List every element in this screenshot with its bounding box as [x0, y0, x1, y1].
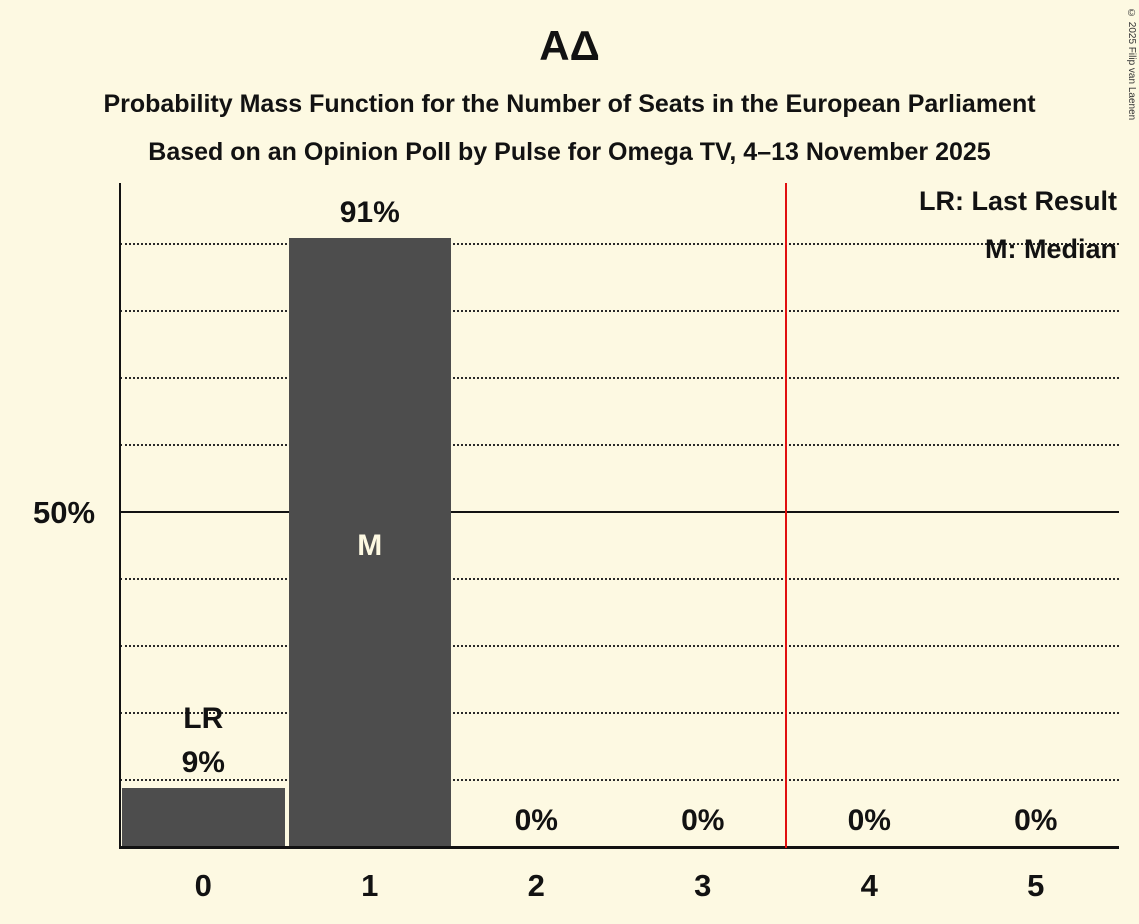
gridline-50-percent — [120, 511, 1119, 513]
plot-area: LR: Last Result M: Median 9% 91% 0% 0% 0% 0% L… — [120, 183, 1119, 848]
gridline-60-percent — [120, 444, 1119, 446]
value-label-3: 0% — [681, 804, 725, 837]
value-label-4: 0% — [847, 804, 891, 837]
median-marker: M — [357, 529, 383, 562]
gridline-70-percent — [120, 377, 1119, 379]
value-label-1: 91% — [339, 196, 400, 230]
gridline-10-percent — [120, 779, 1119, 781]
x-tick-0: 0 — [194, 868, 212, 903]
gridline-20-percent — [120, 712, 1119, 714]
copyright-text: © 2025 Filip van Laenen — [1126, 8, 1137, 121]
legend-last-result: LR: Last Result — [918, 186, 1117, 216]
value-label-0: 9% — [181, 745, 225, 779]
x-axis-line — [119, 846, 1119, 849]
x-tick-5: 5 — [1027, 868, 1045, 903]
gridline-30-percent — [120, 645, 1119, 647]
bar-seats-1 — [288, 238, 451, 848]
gridline-90-percent — [120, 243, 1119, 245]
chart-subtitle: Probability Mass Function for the Number… — [103, 90, 1036, 118]
last-result-marker: LR — [183, 701, 224, 735]
x-tick-3: 3 — [694, 868, 712, 903]
value-label-2: 0% — [514, 804, 558, 837]
x-tick-4: 4 — [860, 868, 878, 903]
x-tick-2: 2 — [527, 868, 545, 903]
gridline-80-percent — [120, 310, 1119, 312]
gridline-40-percent — [120, 578, 1119, 580]
y-axis-label-50: 50% — [32, 495, 96, 530]
value-label-5: 0% — [1014, 804, 1058, 837]
x-tick-1: 1 — [361, 868, 379, 903]
legend-median: M: Median — [985, 234, 1117, 264]
bar-seats-0 — [122, 787, 285, 848]
chart-title: ΑΔ — [539, 22, 600, 69]
chart-subtitle-source: Based on an Opinion Poll by Pulse for Om… — [148, 138, 991, 166]
majority-threshold-line — [785, 183, 787, 848]
y-axis-line — [119, 183, 121, 848]
